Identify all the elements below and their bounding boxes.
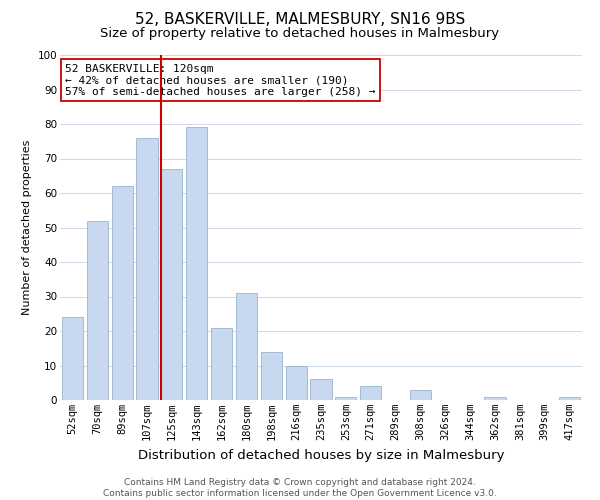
Text: 52, BASKERVILLE, MALMESBURY, SN16 9BS: 52, BASKERVILLE, MALMESBURY, SN16 9BS [135,12,465,28]
Bar [310,380,332,400]
Y-axis label: Number of detached properties: Number of detached properties [22,140,32,315]
Bar [410,390,431,400]
Text: 52 BASKERVILLE: 120sqm
← 42% of detached houses are smaller (190)
57% of semi-de: 52 BASKERVILLE: 120sqm ← 42% of detached… [65,64,376,97]
Bar [62,317,83,400]
Text: Size of property relative to detached houses in Malmesbury: Size of property relative to detached ho… [100,28,500,40]
X-axis label: Distribution of detached houses by size in Malmesbury: Distribution of detached houses by size … [138,448,504,462]
Bar [161,169,182,400]
Bar [335,396,356,400]
Bar [360,386,381,400]
Bar [236,293,257,400]
Bar [186,128,207,400]
Bar [87,220,108,400]
Bar [261,352,282,400]
Text: Contains HM Land Registry data © Crown copyright and database right 2024.
Contai: Contains HM Land Registry data © Crown c… [103,478,497,498]
Bar [286,366,307,400]
Bar [136,138,158,400]
Bar [559,396,580,400]
Bar [112,186,133,400]
Bar [484,396,506,400]
Bar [211,328,232,400]
